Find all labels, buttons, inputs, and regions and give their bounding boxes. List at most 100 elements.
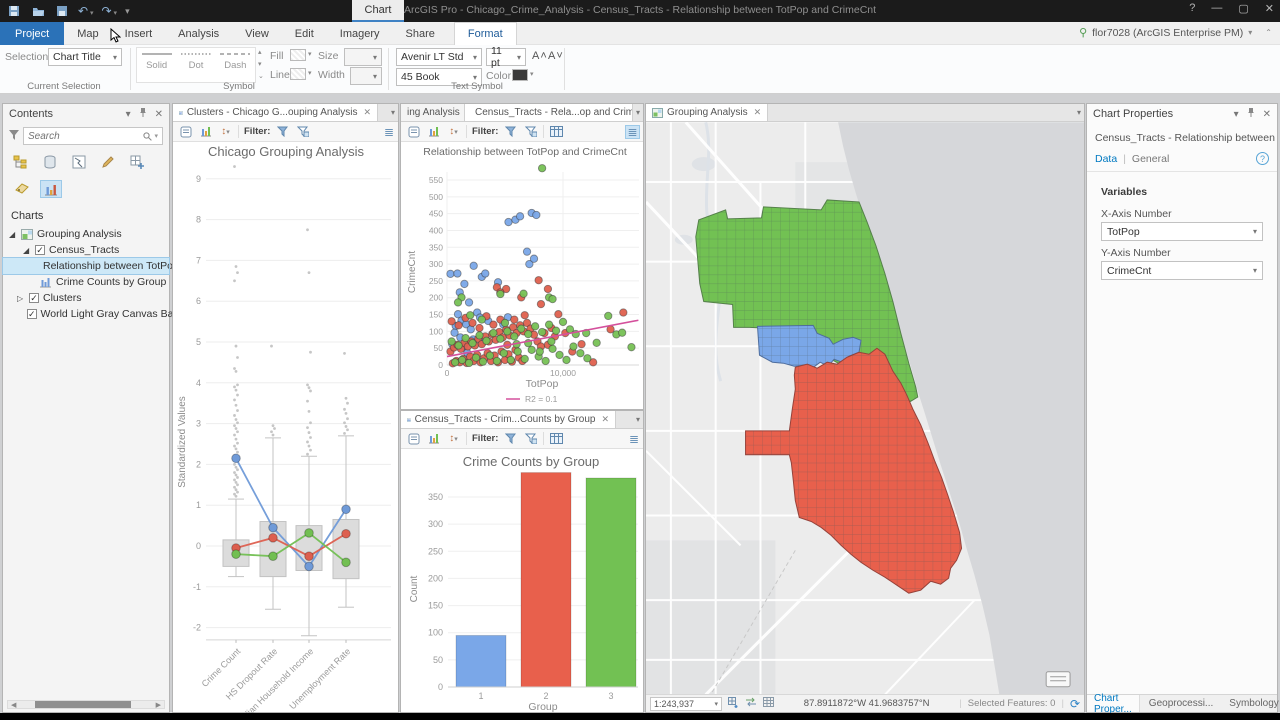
checkbox-checked[interactable]: ✓	[27, 309, 37, 319]
search-input[interactable]	[28, 130, 144, 142]
cluster-blue-region[interactable]	[756, 324, 862, 369]
scatter-tab[interactable]: Census_Tracts - Rela...op and CrimeCnt✕	[465, 104, 633, 121]
scrollbar-thumb[interactable]	[35, 701, 132, 708]
tree-item-clusters[interactable]: ▷ ✓ Clusters	[17, 292, 82, 304]
panel-close-icon[interactable]: ✕	[1262, 108, 1271, 120]
fill-caret[interactable]: ▾	[308, 51, 312, 58]
selected-features-count[interactable]: Selected Features: 0	[967, 698, 1056, 709]
tab-data[interactable]: Data	[1095, 152, 1118, 165]
scale-combo[interactable]: 1:243,937 ▾	[650, 696, 722, 711]
tab-list-caret[interactable]: ▾	[390, 108, 395, 117]
cluster-red-region[interactable]	[745, 347, 963, 594]
filter-by-selection-icon[interactable]	[503, 125, 518, 139]
filter-by-extent-icon[interactable]	[295, 125, 310, 139]
pin-icon[interactable]	[1247, 108, 1255, 120]
tree-item-grouping-analysis[interactable]: ◢ Grouping Analysis	[9, 228, 122, 240]
help-icon[interactable]: ?	[1256, 152, 1269, 165]
hidden-analysis-tab[interactable]: ing Analysis	[401, 104, 465, 121]
y-axis-select[interactable]: CrimeCnt ▾	[1101, 261, 1263, 280]
panel-menu-icon[interactable]: ▾	[1233, 108, 1239, 120]
symbol-style-dot[interactable]: Dot	[180, 53, 211, 71]
properties-icon[interactable]	[178, 125, 193, 139]
boxplot-tab[interactable]: Clusters - Chicago G...ouping Analysis ✕	[173, 104, 378, 121]
sort-icon[interactable]: ↕ ▾	[449, 126, 458, 137]
tree-item-basemap[interactable]: ✓ World Light Gray Canvas Base	[27, 308, 185, 320]
scroll-left-arrow[interactable]: ◀	[11, 701, 17, 709]
list-by-labeling-icon[interactable]	[127, 153, 147, 171]
sort-icon[interactable]: ↕ ▾	[449, 433, 458, 444]
symbol-style-solid[interactable]: Solid	[141, 53, 172, 71]
tab-edit[interactable]: Edit	[294, 27, 314, 40]
dock-tab-geoprocessing[interactable]: Geoprocessi...	[1148, 698, 1214, 709]
search-box[interactable]: ▾	[23, 127, 163, 145]
filter-by-selection-icon[interactable]	[275, 125, 290, 139]
chart-type-icon[interactable]	[426, 432, 441, 446]
show-table-icon[interactable]	[549, 125, 564, 139]
close-tab-icon[interactable]: ✕	[753, 107, 762, 117]
refresh-icon[interactable]: ⟳	[1069, 696, 1080, 711]
signed-in-user[interactable]: ⚲ flor7028 (ArcGIS Enterprise PM) ▾ ⌃	[1079, 26, 1272, 40]
text-color-swatch[interactable]	[512, 69, 528, 81]
grow-font-button[interactable]: A˄	[532, 50, 548, 62]
expander-collapsed-icon[interactable]: ▷	[17, 293, 24, 303]
expander-icon[interactable]: ◢	[23, 245, 30, 255]
map-canvas[interactable]	[644, 121, 1084, 696]
list-charts-icon[interactable]	[40, 180, 62, 198]
list-by-selection-icon[interactable]	[69, 153, 89, 171]
legend-list-icon[interactable]: ≣	[625, 124, 640, 139]
text-color-caret[interactable]: ▾	[530, 71, 534, 78]
redo-icon[interactable]: ↷ ▾	[101, 4, 118, 18]
maximize-button[interactable]: ▢	[1238, 3, 1249, 15]
properties-icon[interactable]	[406, 125, 421, 139]
gallery-up-arrow[interactable]: ▴	[258, 49, 262, 56]
bar-tab[interactable]: Census_Tracts - Crim...Counts by Group ✕	[401, 411, 616, 428]
chart-type-icon[interactable]	[198, 125, 213, 139]
tab-share[interactable]: Share	[405, 27, 435, 40]
close-tab-icon[interactable]: ✕	[363, 107, 371, 117]
tab-format[interactable]: Format	[453, 22, 517, 45]
font-size-combo[interactable]: 11 pt ▾	[486, 45, 526, 69]
checkbox-checked[interactable]: ✓	[35, 245, 45, 255]
swap-xy-icon[interactable]	[745, 697, 757, 710]
list-by-editing-icon[interactable]	[98, 153, 118, 171]
tab-list-caret[interactable]: ▾	[635, 415, 640, 424]
tab-analysis[interactable]: Analysis	[178, 27, 220, 40]
minimize-button[interactable]: —	[1211, 2, 1223, 14]
dock-tab-chart-properties[interactable]: Chart Proper...	[1087, 693, 1140, 715]
boxplot-chart[interactable]: Chicago Grouping Analysis Standardized Va…	[173, 142, 400, 720]
grid-add-icon[interactable]	[728, 696, 739, 711]
close-tab-icon[interactable]: ✕	[601, 414, 609, 424]
gallery-more-arrow[interactable]: ⌄	[258, 73, 264, 80]
open-icon[interactable]	[30, 3, 46, 19]
contents-close-icon[interactable]: ✕	[154, 108, 163, 120]
bar-chart[interactable]: Crime Counts by Group 0 50 100 150 200 250 300 3…	[401, 449, 645, 713]
filter-by-extent-icon[interactable]	[523, 125, 538, 139]
x-axis-select[interactable]: TotPop ▾	[1101, 222, 1263, 241]
scroll-right-arrow[interactable]: ▶	[155, 701, 161, 709]
filter-by-selection-icon[interactable]	[503, 432, 518, 446]
contents-horizontal-scrollbar[interactable]: ◀ ▶	[7, 700, 165, 709]
map-coordinates[interactable]: 87.8911872°W 41.9683757°N	[803, 698, 930, 709]
legend-list-icon[interactable]: ≣	[628, 431, 639, 446]
line-swatch[interactable]	[290, 68, 306, 80]
scatter-chart[interactable]: Relationship between TotPop and CrimeCnt…	[401, 142, 645, 410]
tree-item-relationship-chart[interactable]: Relationship between TotPop and C	[2, 257, 210, 275]
line-caret[interactable]: ▾	[308, 70, 312, 77]
tab-project[interactable]: Project	[0, 22, 65, 45]
filter-icon[interactable]	[9, 127, 19, 145]
tab-general[interactable]: General	[1131, 152, 1170, 165]
contents-menu-icon[interactable]: ▾	[125, 108, 131, 120]
tab-map[interactable]: Map	[77, 27, 99, 40]
selection-combo[interactable]: Chart Title ▾	[48, 48, 122, 66]
tab-list-caret[interactable]: ▾	[1076, 108, 1081, 117]
sort-icon[interactable]: ↕ ▾	[221, 126, 230, 137]
tab-insert[interactable]: Insert	[124, 27, 153, 40]
dock-tab-symbology[interactable]: Symbology	[1229, 698, 1279, 709]
pin-icon[interactable]	[139, 108, 147, 120]
help-button[interactable]: ?	[1189, 2, 1196, 14]
symbol-style-dash[interactable]: Dash	[220, 53, 251, 71]
list-by-data-source-icon[interactable]	[40, 153, 60, 171]
legend-list-icon[interactable]: ≣	[383, 124, 394, 139]
table-grid-icon[interactable]	[763, 697, 774, 710]
tab-list-caret[interactable]: ▾	[635, 108, 640, 117]
